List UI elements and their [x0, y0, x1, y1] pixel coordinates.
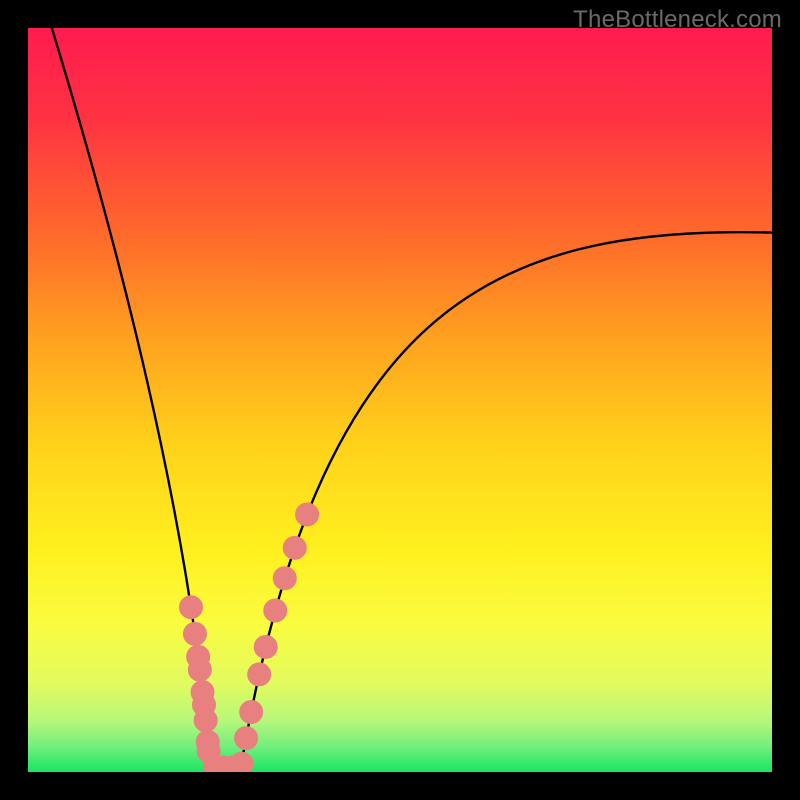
curve-marker [296, 503, 319, 526]
watermark-text: TheBottleneck.com [573, 6, 782, 34]
curve-marker [183, 622, 206, 645]
curve-marker [240, 700, 263, 723]
curve-marker [273, 567, 296, 590]
curve-marker [188, 658, 211, 681]
curve-marker [254, 635, 277, 658]
curve-marker [264, 599, 287, 622]
curve-marker [283, 536, 306, 559]
bottleneck-chart [0, 0, 800, 800]
chart-gradient-background [28, 28, 772, 772]
curve-marker [248, 663, 271, 686]
curve-marker [235, 727, 258, 750]
curve-marker [179, 596, 202, 619]
curve-marker [194, 709, 217, 732]
